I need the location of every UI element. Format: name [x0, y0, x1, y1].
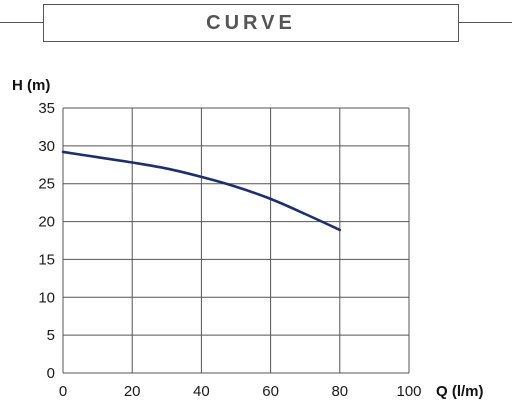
- x-axis-label: Q (l/m): [436, 383, 484, 400]
- x-tick-label: 40: [193, 383, 210, 400]
- chart-grid: [62, 107, 410, 374]
- y-tick-label: 30: [38, 138, 55, 155]
- y-tick-labels: 0 5 10 15 20 25 30 35: [38, 100, 55, 382]
- page-title: CURVE: [206, 12, 296, 34]
- y-tick-label: 10: [38, 289, 55, 306]
- header-line-right: [459, 22, 512, 23]
- x-tick-label: 100: [396, 383, 421, 400]
- y-tick-label: 20: [38, 214, 55, 231]
- y-tick-label: 35: [38, 100, 55, 117]
- x-tick-label: 0: [59, 383, 67, 400]
- header-box: CURVE: [43, 4, 459, 42]
- y-tick-label: 15: [38, 251, 55, 268]
- y-tick-label: 0: [47, 365, 55, 382]
- y-tick-label: 25: [38, 176, 55, 193]
- y-tick-label: 5: [47, 327, 55, 344]
- x-tick-label: 80: [331, 383, 348, 400]
- series-line: [61, 150, 342, 232]
- header-line-left: [0, 22, 43, 23]
- x-tick-label: 20: [124, 383, 141, 400]
- x-tick-labels: 0 20 40 60 80 100: [59, 383, 422, 400]
- y-axis-label: H (m): [12, 77, 50, 94]
- x-tick-label: 60: [262, 383, 279, 400]
